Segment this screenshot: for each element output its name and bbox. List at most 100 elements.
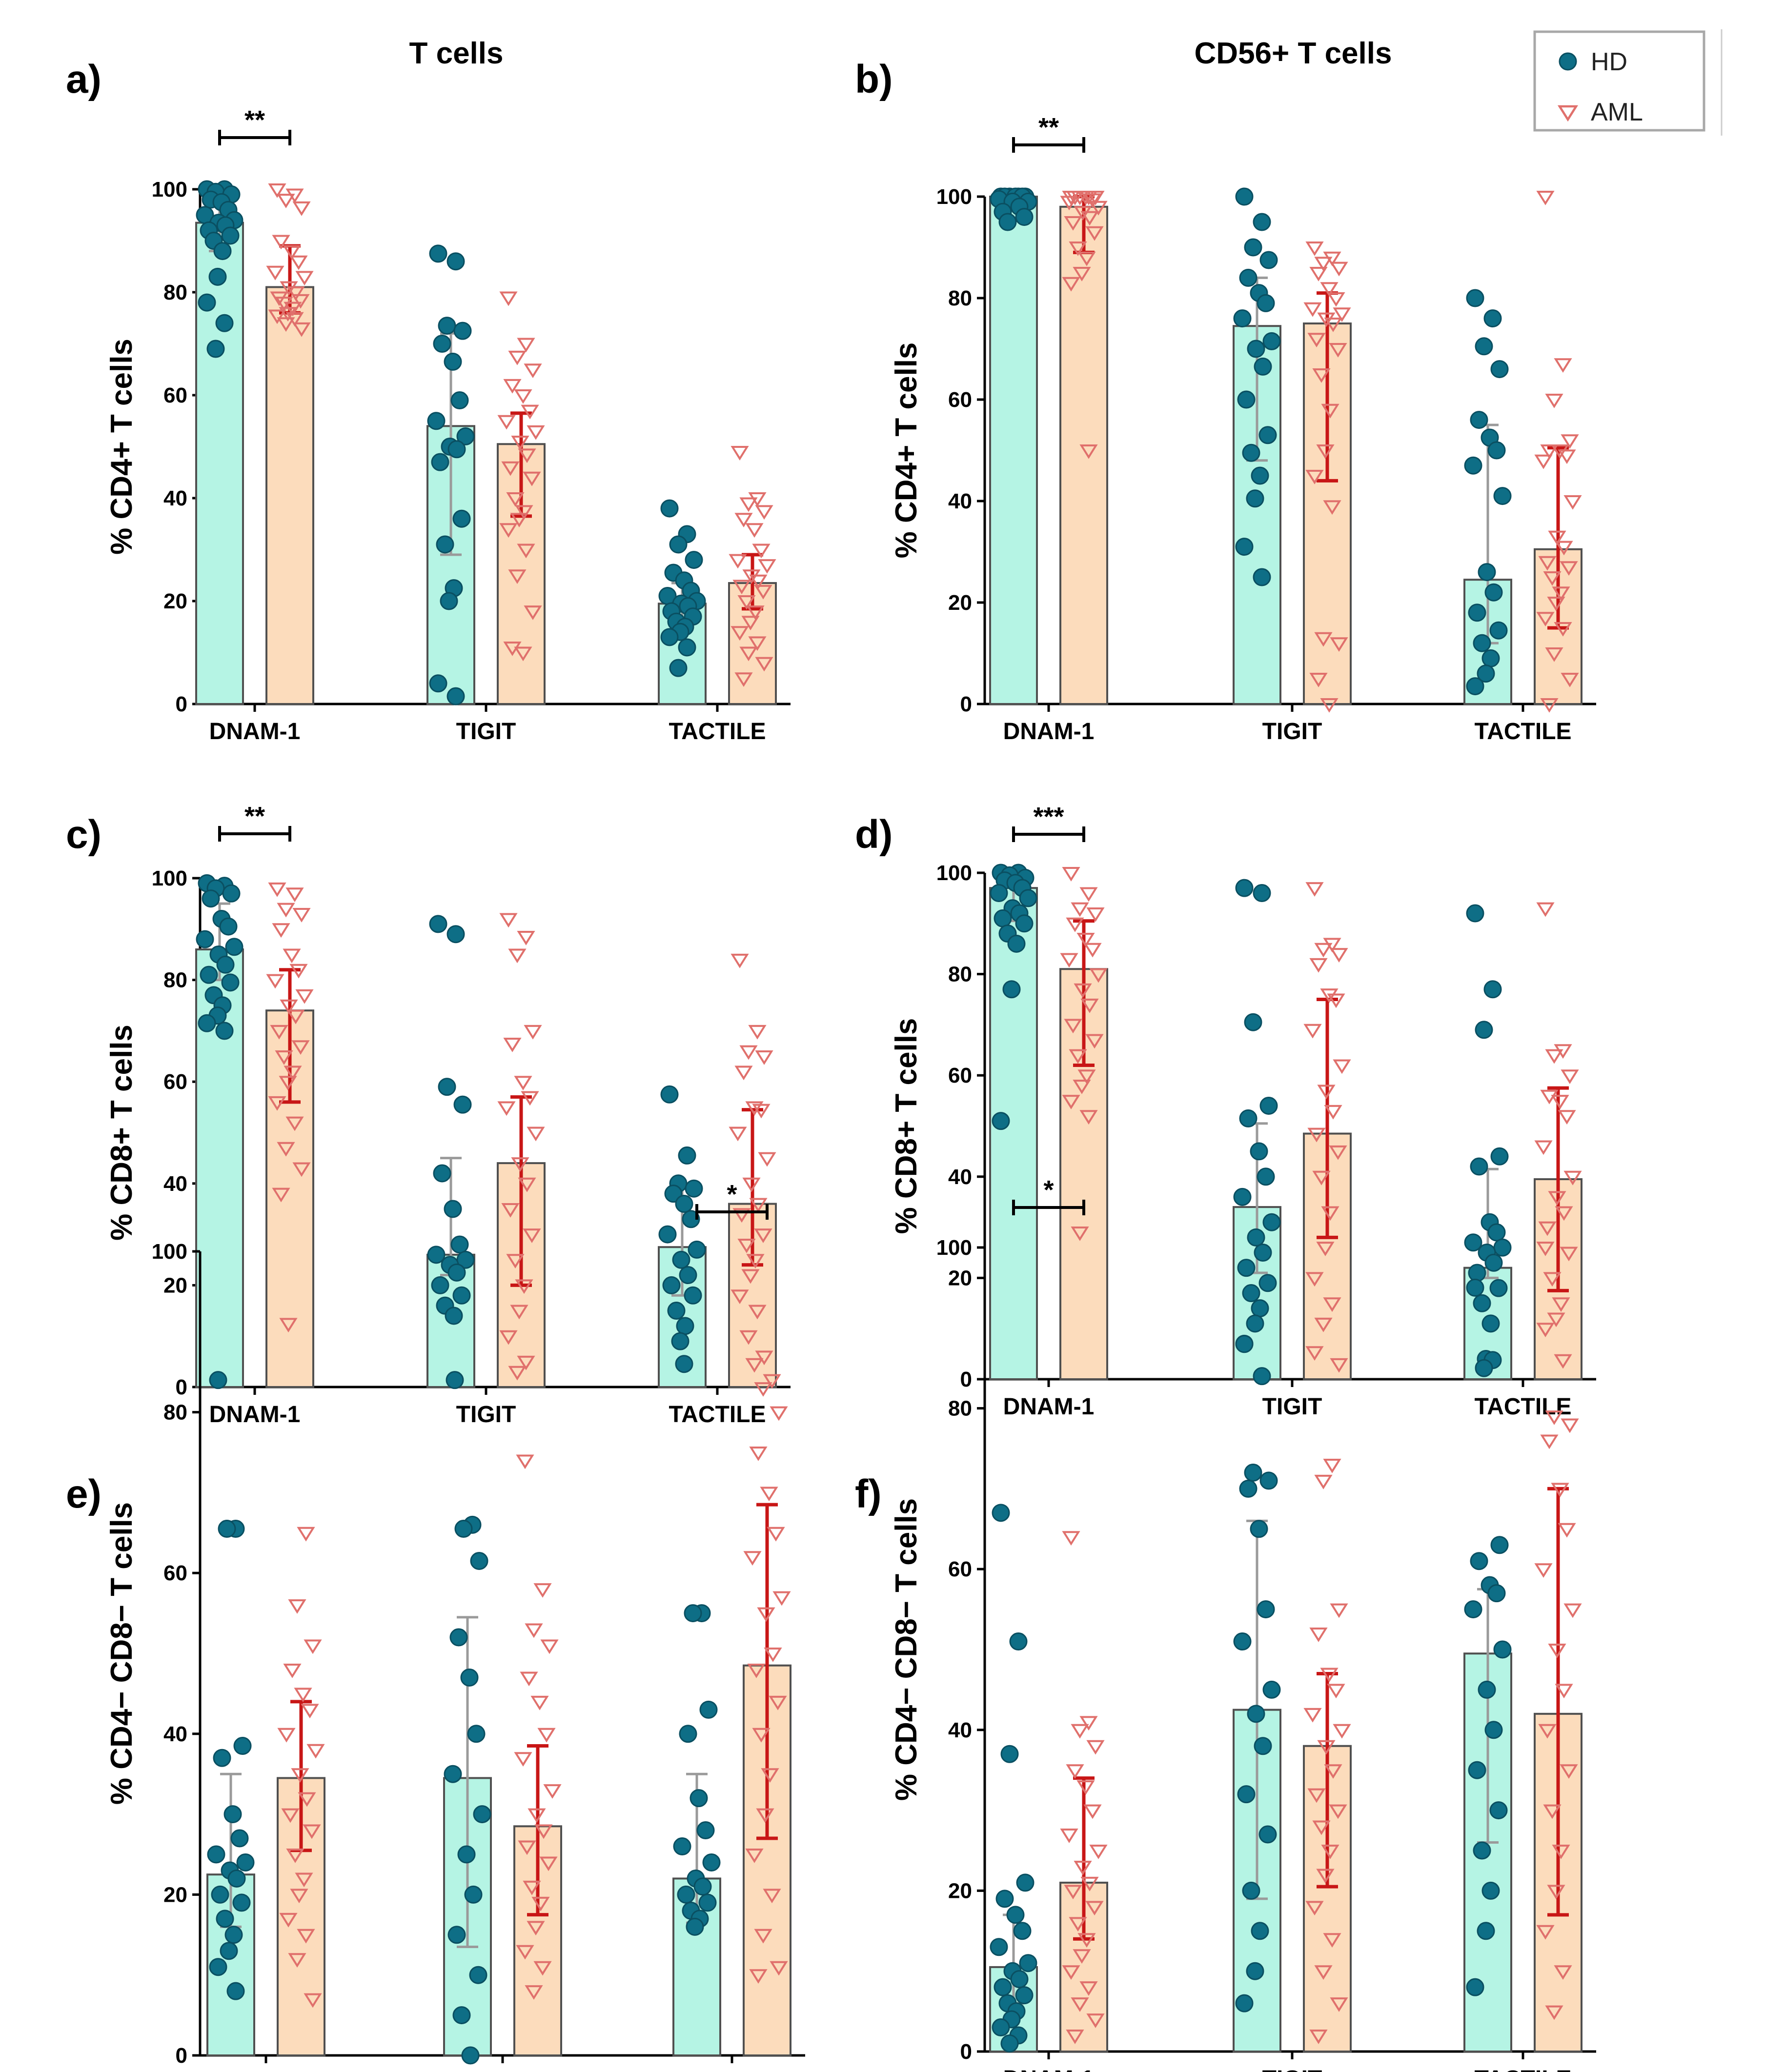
hd-data-point [196, 930, 214, 948]
aml-data-point [1545, 1049, 1563, 1064]
aml-data-point [1314, 943, 1333, 958]
hd-data-point [667, 1302, 686, 1320]
aml-data-point [1333, 1724, 1351, 1739]
aml-data-point [1305, 470, 1324, 484]
hd-data-point [693, 1877, 712, 1896]
aml-data-point [1064, 1019, 1082, 1034]
aml-data-point [1071, 1226, 1089, 1241]
aml-data-point [304, 1993, 322, 2008]
hd-data-point [427, 412, 446, 430]
hd-data-point [1473, 634, 1491, 652]
aml-data-point [503, 379, 522, 394]
hd-data-point [446, 687, 465, 705]
legend-hd-label: HD [1591, 48, 1627, 76]
hd-data-point [470, 1551, 488, 1570]
aml-data-point [1309, 958, 1328, 973]
y-tick-label: 20 [163, 589, 187, 613]
x-tick-label: DNAM-1 [1003, 1394, 1095, 1420]
aml-data-point [1073, 267, 1091, 282]
aml-data-point [1309, 2030, 1328, 2044]
hd-data-point [672, 1250, 690, 1269]
hd-data-point [1493, 1238, 1512, 1257]
aml-data-point [1536, 1242, 1555, 1256]
aml-data-point [1080, 1876, 1099, 1891]
aml-data-point [1545, 1410, 1563, 1425]
aml-data-point [1062, 1531, 1080, 1546]
x-tick-label: DNAM-1 [209, 719, 301, 744]
panel-label: b) [855, 57, 893, 101]
hd-data-point [1007, 934, 1026, 953]
y-tick-label: 60 [163, 1561, 187, 1585]
aml-data-point [1545, 647, 1563, 662]
y-tick-label: 60 [163, 1070, 187, 1094]
aml-data-point [752, 543, 771, 559]
aml-data-point [1069, 1049, 1087, 1064]
y-axis-label: % CD8+ T cells [890, 1018, 923, 1234]
aml-data-point [746, 1254, 765, 1269]
hd-data-point [1490, 360, 1509, 379]
hd-data-point [1235, 187, 1254, 206]
hd-data-point [450, 1235, 469, 1254]
hd-data-point [429, 244, 447, 263]
x-tick-label: DNAM-1 [209, 1402, 301, 1428]
y-tick-label: 60 [948, 388, 972, 412]
aml-data-point [1317, 1740, 1336, 1755]
hd-data-point [990, 884, 1008, 903]
hd-data-point [1257, 294, 1275, 312]
hd-data-point [1483, 980, 1502, 999]
aml-data-point [749, 1447, 768, 1461]
aml-data-point [281, 1808, 300, 1823]
hd-data-point [682, 1210, 700, 1228]
aml-data-point [497, 415, 516, 430]
aml-data-point [749, 574, 768, 589]
aml-data-point [297, 1527, 315, 1542]
aml-data-point [745, 523, 764, 538]
aml-data-point [1552, 586, 1570, 601]
hd-data-point [218, 1520, 236, 1538]
aml-data-point [1558, 1110, 1576, 1125]
y-tick-label: 40 [948, 1165, 972, 1189]
aml-data-point [1085, 226, 1104, 241]
aml-data-point [1324, 1764, 1342, 1779]
x-tick-label: TIGIT [456, 1402, 516, 1428]
aml-data-point [292, 201, 311, 216]
aml-data-point [729, 1127, 747, 1142]
hd-data-point [677, 1885, 695, 1904]
y-tick-label: 0 [960, 2040, 972, 2064]
hd-data-point [457, 1845, 476, 1864]
y-tick-label: 80 [163, 281, 187, 304]
aml-data-point [543, 1784, 562, 1799]
y-tick-label: 100 [152, 178, 187, 201]
aml-data-point [1320, 698, 1339, 713]
legend: HD AML [1533, 29, 1723, 136]
hd-data-point [685, 551, 703, 569]
aml-data-point [295, 271, 314, 286]
hd-data-point [1009, 1632, 1028, 1651]
hd-data-point [433, 335, 451, 353]
aml-data-point [286, 286, 305, 301]
aml-data-point [756, 1808, 774, 1823]
hd-data-point [438, 1078, 456, 1096]
hd-data-point [208, 267, 227, 286]
hd-data-point [1481, 649, 1500, 667]
significance-label: * [1043, 1175, 1054, 1205]
significance-label: ** [1038, 113, 1059, 142]
aml-data-point [1547, 1312, 1565, 1328]
hd-data-point [1253, 1367, 1271, 1386]
hd-data-point [236, 1853, 255, 1871]
aml-data-point [755, 505, 773, 520]
aml-data-point [754, 1228, 772, 1243]
panel-e: e) 0 20 40 60 80 100 % CD4− CD8− T cells DNAM-1 T… [66, 1180, 805, 2072]
aml-data-point [1312, 368, 1331, 383]
aml-data-point [524, 1025, 542, 1040]
hd-data-point [675, 1355, 693, 1373]
aml-data-point [525, 1985, 543, 2000]
hd-bar-dnam-1 [989, 887, 1038, 1380]
hd-data-point [1233, 1187, 1252, 1206]
x-tick-label: TACTILE [1474, 2066, 1571, 2072]
y-tick-label: 80 [948, 286, 972, 310]
hd-data-point [445, 1307, 463, 1325]
aml-data-point [1060, 196, 1078, 211]
aml-data-point [1327, 1684, 1345, 1699]
